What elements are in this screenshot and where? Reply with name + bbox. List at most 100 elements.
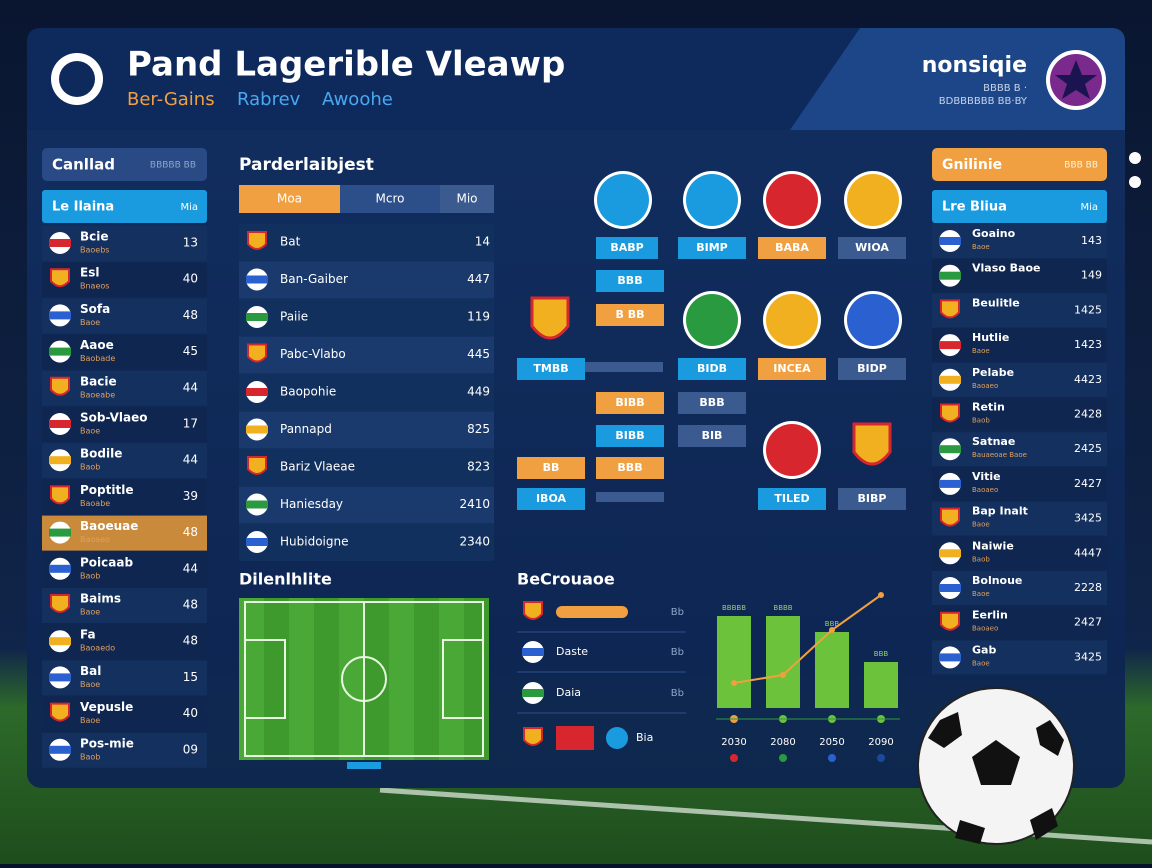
pitch-lines	[341, 656, 387, 702]
row-value: 2427	[1074, 616, 1102, 629]
row-name: Satnae	[972, 435, 1015, 448]
team-crest	[852, 422, 892, 466]
row-value: 2228	[1074, 581, 1102, 594]
table-row	[932, 397, 1107, 432]
bracket-label: BIMP	[696, 241, 728, 254]
row-name: Haniesday	[280, 497, 343, 511]
row-name: Baims	[80, 592, 121, 606]
bracket-label: BIB	[702, 429, 723, 442]
row-value: 1423	[1074, 338, 1102, 351]
ball-patch	[972, 740, 1020, 785]
table-row	[239, 261, 494, 299]
bracket-box	[596, 237, 658, 259]
pitch-stripe	[389, 598, 414, 760]
table-row	[239, 336, 494, 374]
progress-bar	[556, 606, 628, 618]
bracket-label: BBB	[699, 396, 724, 409]
bracket-label: BBB	[617, 274, 642, 287]
ball-patch	[955, 820, 985, 844]
row-name: Vitie	[972, 470, 1001, 483]
row-sub: Baob	[80, 463, 100, 472]
team-flag-fill	[766, 424, 818, 476]
crest-icon	[523, 601, 543, 620]
bracket-label: BABP	[610, 241, 643, 254]
team-flag-fill	[847, 174, 899, 226]
row-name: Ban-Gaiber	[280, 272, 348, 286]
flag-stripe	[49, 528, 71, 537]
row-name: Bolnoue	[972, 574, 1022, 587]
badge-star	[1055, 60, 1097, 99]
team-flag-fill	[766, 294, 818, 346]
bar	[766, 616, 800, 708]
row-sub: Baoaeo	[80, 535, 110, 544]
row-name: Bat	[280, 235, 301, 249]
result-name: Bia	[636, 731, 653, 744]
row-sub: Baob	[80, 752, 100, 761]
crest-icon	[50, 485, 70, 505]
team-flag-fill	[686, 294, 738, 346]
ball-patch	[1030, 808, 1058, 840]
crest-icon	[247, 343, 267, 363]
section-title: Dilenlhlite	[239, 570, 332, 589]
table-row	[239, 449, 494, 486]
row-sub: Baobade	[80, 354, 115, 363]
row-name: Sofa	[80, 302, 110, 316]
row-value: 447	[467, 272, 490, 286]
row-value: 449	[467, 385, 490, 399]
bracket-label: B BB	[616, 308, 645, 321]
table-row	[932, 605, 1107, 640]
crest-icon	[940, 299, 960, 319]
stadium-light	[1129, 176, 1141, 188]
table-row	[239, 486, 494, 524]
tab[interactable]	[239, 185, 340, 213]
tab[interactable]	[340, 185, 440, 213]
row-value: 15	[183, 670, 198, 684]
row-name: Bacie	[80, 374, 117, 388]
row-sub: Baoaeo	[972, 486, 998, 494]
row-name: Pannapd	[280, 422, 332, 436]
row-sub: Baoabe	[80, 499, 110, 508]
row-name: Eerlin	[972, 609, 1008, 622]
row-name: Baoeuae	[80, 519, 138, 533]
row-name: Bap Inalt	[972, 505, 1028, 518]
tab[interactable]	[440, 185, 494, 213]
bracket-label: INCEA	[773, 362, 811, 375]
bar	[864, 662, 898, 708]
flag-stripe	[246, 500, 268, 509]
bracket-label: BIBB	[615, 429, 644, 442]
row-name: Pos-mie	[80, 736, 134, 750]
flag-stripe	[246, 538, 268, 546]
row-value: 48	[183, 634, 198, 648]
table-row	[932, 571, 1107, 605]
bracket-box	[838, 358, 906, 380]
row-value: 4423	[1074, 373, 1102, 386]
pitch-stripe	[364, 598, 389, 760]
row-sub: Baoaedo	[80, 644, 115, 653]
row-name: Goaino	[972, 227, 1016, 240]
crest-icon	[50, 268, 70, 288]
row-name: Bariz Vlaeae	[280, 460, 355, 474]
crest-icon	[50, 594, 70, 613]
subtitle: Awoohe	[322, 89, 393, 110]
flag-stripe	[49, 311, 71, 320]
column-value: Mia	[180, 202, 198, 213]
ball-patch	[928, 712, 962, 748]
row-value: 40	[183, 272, 198, 286]
bracket-label: BABA	[775, 241, 809, 254]
row-sub: Baoe	[972, 243, 990, 251]
team-flag-fill	[597, 174, 649, 226]
flag-stripe	[246, 313, 268, 321]
row-name: Paiie	[280, 310, 308, 324]
result-name: Daia	[556, 686, 581, 699]
bracket-box	[517, 488, 585, 510]
header-accent	[790, 28, 1125, 130]
column-header	[42, 190, 207, 223]
bracket-box	[678, 358, 746, 380]
bar-label: BBBB	[773, 604, 792, 612]
panel-title-note: BBB BB	[1064, 161, 1098, 171]
bracket-box	[758, 237, 826, 259]
logo-inner	[59, 61, 95, 97]
crest-icon	[523, 727, 543, 746]
pitch-stripe	[289, 598, 314, 760]
panel-header	[932, 148, 1107, 181]
